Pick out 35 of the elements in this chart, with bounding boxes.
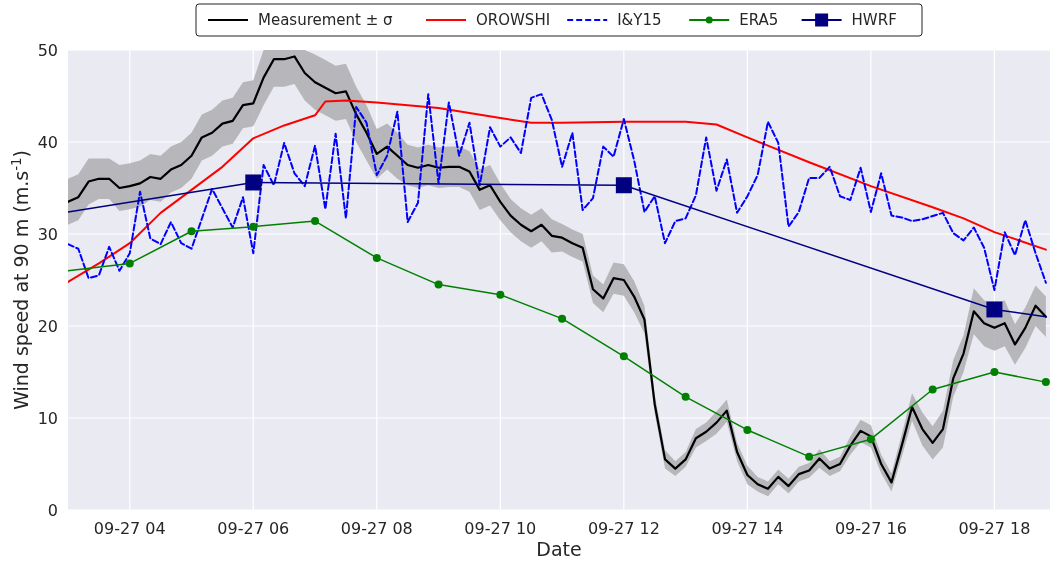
x-tick-label: 09-27 06 xyxy=(217,519,290,538)
y-tick-label: 0 xyxy=(47,501,58,520)
legend-label: I&Y15 xyxy=(617,11,662,29)
x-axis-title: Date xyxy=(536,538,582,560)
point xyxy=(681,392,690,401)
y-tick-label: 50 xyxy=(37,41,58,60)
point xyxy=(928,385,937,394)
x-tick-label: 09-27 16 xyxy=(834,519,907,538)
point xyxy=(249,222,258,231)
point xyxy=(619,352,628,361)
y-tick-label: 30 xyxy=(37,225,58,244)
point xyxy=(866,435,875,444)
y-tick-label: 10 xyxy=(37,409,58,428)
y-tick-label: 20 xyxy=(37,317,58,336)
legend-label: HWRF xyxy=(851,11,897,29)
point xyxy=(990,368,999,376)
point xyxy=(187,227,196,236)
point xyxy=(434,280,443,289)
x-tick-label: 09-27 04 xyxy=(93,519,166,538)
x-tick-label: 09-27 18 xyxy=(958,519,1031,538)
x-tick-label: 09-27 12 xyxy=(587,519,660,538)
point xyxy=(125,259,134,268)
legend-label: Measurement ± σ xyxy=(258,11,394,29)
legend-label: OROWSHI xyxy=(476,11,551,29)
point xyxy=(805,452,814,461)
point xyxy=(743,425,752,434)
x-tick-label: 09-27 10 xyxy=(464,519,537,538)
point xyxy=(311,217,320,226)
point xyxy=(496,290,505,299)
legend-label: ERA5 xyxy=(739,11,779,29)
point xyxy=(558,314,567,323)
y-tick-label: 40 xyxy=(37,133,58,152)
x-tick-label: 09-27 14 xyxy=(711,519,784,538)
x-tick-label: 09-27 08 xyxy=(340,519,413,538)
point xyxy=(372,253,381,262)
